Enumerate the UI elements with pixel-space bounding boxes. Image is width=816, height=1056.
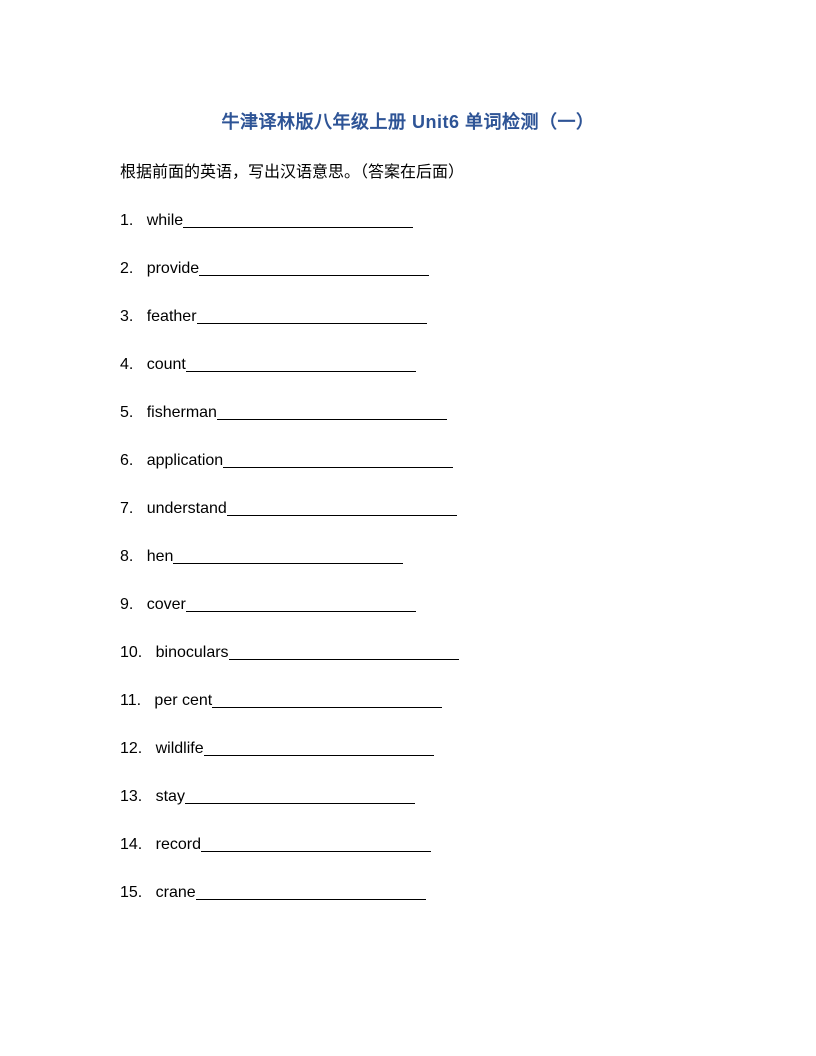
- item-number: 6.: [120, 452, 133, 469]
- vocabulary-list: 1. while 2. provide 3. feather 4. count …: [120, 212, 696, 902]
- answer-blank[interactable]: [212, 707, 442, 708]
- item-number: 2.: [120, 260, 133, 277]
- spacer: [138, 308, 142, 325]
- item-word: binoculars: [156, 644, 229, 661]
- item-word: wildlife: [156, 740, 204, 757]
- item-number: 10.: [120, 644, 142, 661]
- list-item: 6. application: [120, 452, 696, 470]
- list-item: 14. record: [120, 836, 696, 854]
- page-title: 牛津译林版八年级上册 Unit6 单词检测（一）: [120, 108, 696, 134]
- answer-blank[interactable]: [186, 371, 416, 372]
- item-number: 13.: [120, 788, 142, 805]
- list-item: 4. count: [120, 356, 696, 374]
- spacer: [147, 836, 151, 853]
- answer-blank[interactable]: [183, 227, 413, 228]
- spacer: [147, 884, 151, 901]
- spacer: [138, 596, 142, 613]
- item-word: hen: [147, 548, 174, 565]
- item-word: crane: [156, 884, 196, 901]
- list-item: 11. per cent: [120, 692, 696, 710]
- item-number: 12.: [120, 740, 142, 757]
- item-word: provide: [147, 260, 199, 277]
- spacer: [146, 692, 150, 709]
- spacer: [138, 404, 142, 421]
- item-word: per cent: [154, 692, 212, 709]
- list-item: 5. fisherman: [120, 404, 696, 422]
- spacer: [138, 212, 142, 229]
- item-number: 11.: [120, 692, 141, 709]
- list-item: 15. crane: [120, 884, 696, 902]
- item-number: 14.: [120, 836, 142, 853]
- item-number: 8.: [120, 548, 133, 565]
- item-number: 9.: [120, 596, 133, 613]
- list-item: 9. cover: [120, 596, 696, 614]
- item-number: 1.: [120, 212, 133, 229]
- answer-blank[interactable]: [223, 467, 453, 468]
- spacer: [138, 548, 142, 565]
- item-word: understand: [147, 500, 227, 517]
- answer-blank[interactable]: [186, 611, 416, 612]
- list-item: 12. wildlife: [120, 740, 696, 758]
- list-item: 10. binoculars: [120, 644, 696, 662]
- list-item: 2. provide: [120, 260, 696, 278]
- spacer: [147, 644, 151, 661]
- list-item: 3. feather: [120, 308, 696, 326]
- answer-blank[interactable]: [229, 659, 459, 660]
- answer-blank[interactable]: [204, 755, 434, 756]
- spacer: [147, 740, 151, 757]
- spacer: [138, 260, 142, 277]
- answer-blank[interactable]: [227, 515, 457, 516]
- item-word: record: [156, 836, 201, 853]
- item-number: 7.: [120, 500, 133, 517]
- spacer: [138, 356, 142, 373]
- item-number: 15.: [120, 884, 142, 901]
- item-word: while: [147, 212, 183, 229]
- item-word: fisherman: [147, 404, 217, 421]
- instruction-text: 根据前面的英语，写出汉语意思。（答案在后面）: [120, 158, 696, 182]
- answer-blank[interactable]: [197, 323, 427, 324]
- answer-blank[interactable]: [199, 275, 429, 276]
- answer-blank[interactable]: [217, 419, 447, 420]
- item-word: count: [147, 356, 186, 373]
- item-word: feather: [147, 308, 197, 325]
- spacer: [147, 788, 151, 805]
- answer-blank[interactable]: [173, 563, 403, 564]
- answer-blank[interactable]: [196, 899, 426, 900]
- list-item: 1. while: [120, 212, 696, 230]
- item-word: stay: [156, 788, 185, 805]
- answer-blank[interactable]: [185, 803, 415, 804]
- item-number: 3.: [120, 308, 133, 325]
- item-number: 5.: [120, 404, 133, 421]
- item-word: cover: [147, 596, 186, 613]
- list-item: 8. hen: [120, 548, 696, 566]
- list-item: 13. stay: [120, 788, 696, 806]
- spacer: [138, 452, 142, 469]
- spacer: [138, 500, 142, 517]
- item-word: application: [147, 452, 224, 469]
- item-number: 4.: [120, 356, 133, 373]
- answer-blank[interactable]: [201, 851, 431, 852]
- list-item: 7. understand: [120, 500, 696, 518]
